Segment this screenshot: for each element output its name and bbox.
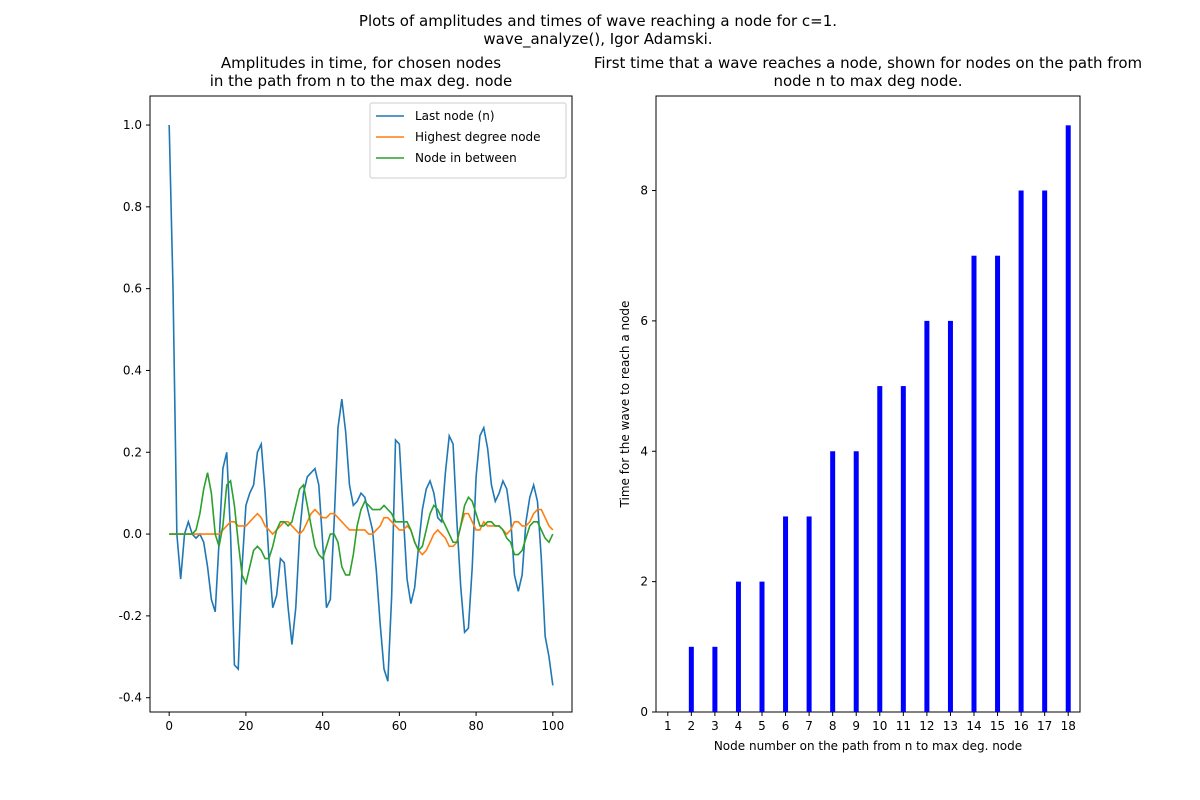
y-tick-label: 0.6 bbox=[123, 282, 142, 296]
bar bbox=[688, 646, 694, 712]
x-tick-label: 7 bbox=[805, 719, 813, 733]
axes-frame bbox=[149, 95, 573, 713]
series-line bbox=[168, 125, 554, 686]
legend-label: Node in between bbox=[415, 151, 517, 165]
legend-box bbox=[369, 102, 567, 179]
x-tick-label: 15 bbox=[990, 719, 1005, 733]
axes-title: node n to max deg node. bbox=[774, 72, 963, 90]
bar bbox=[853, 451, 859, 712]
x-tick-label: 60 bbox=[392, 719, 407, 733]
y-tick-label: 8 bbox=[640, 184, 648, 198]
x-tick-label: 11 bbox=[896, 719, 911, 733]
figure-title: wave_analyze(), Igor Adamski. bbox=[483, 30, 712, 49]
y-tick-label: 1.0 bbox=[123, 118, 142, 132]
x-tick-label: 5 bbox=[758, 719, 766, 733]
y-tick-label: 0.2 bbox=[123, 445, 142, 459]
legend-label: Highest degree node bbox=[415, 130, 541, 144]
bar bbox=[712, 646, 718, 712]
bar bbox=[1042, 190, 1048, 712]
x-tick-label: 100 bbox=[541, 719, 564, 733]
bar bbox=[735, 581, 741, 712]
x-tick-label: 13 bbox=[943, 719, 958, 733]
bar bbox=[877, 386, 883, 712]
series-line bbox=[169, 472, 554, 586]
y-tick-label: 0.8 bbox=[123, 200, 142, 214]
y-tick-label: 0 bbox=[640, 705, 648, 719]
x-tick-label: 20 bbox=[238, 719, 253, 733]
x-tick-label: 0 bbox=[165, 719, 173, 733]
x-axis-label: Node number on the path from n to max de… bbox=[714, 739, 1022, 753]
bar bbox=[830, 451, 836, 712]
x-tick-label: 14 bbox=[966, 719, 981, 733]
figure-title: Plots of amplitudes and times of wave re… bbox=[359, 12, 837, 30]
axes-title: in the path from n to the max deg. node bbox=[210, 72, 513, 90]
x-tick-label: 8 bbox=[829, 719, 837, 733]
bar bbox=[806, 516, 812, 712]
x-tick-label: 2 bbox=[688, 719, 696, 733]
bar bbox=[947, 320, 953, 712]
y-tick-label: 6 bbox=[640, 314, 648, 328]
bar bbox=[1018, 190, 1024, 712]
y-tick-label: 2 bbox=[640, 575, 648, 589]
x-tick-label: 9 bbox=[852, 719, 860, 733]
x-tick-label: 12 bbox=[919, 719, 934, 733]
bar bbox=[759, 581, 765, 712]
bar bbox=[900, 386, 906, 712]
x-tick-label: 18 bbox=[1061, 719, 1076, 733]
axes-title: Amplitudes in time, for chosen nodes bbox=[221, 54, 501, 72]
x-tick-label: 80 bbox=[468, 719, 483, 733]
x-tick-label: 4 bbox=[735, 719, 743, 733]
y-tick-label: 0.0 bbox=[123, 527, 142, 541]
x-tick-label: 6 bbox=[782, 719, 790, 733]
series-line bbox=[169, 508, 554, 556]
x-tick-label: 10 bbox=[872, 719, 887, 733]
x-tick-label: 3 bbox=[711, 719, 719, 733]
y-tick-label: 4 bbox=[640, 444, 648, 458]
x-tick-label: 17 bbox=[1037, 719, 1052, 733]
x-tick-label: 16 bbox=[1013, 719, 1028, 733]
bar bbox=[924, 320, 930, 712]
bar bbox=[1065, 125, 1071, 713]
x-tick-label: 1 bbox=[664, 719, 672, 733]
y-tick-label: -0.4 bbox=[119, 691, 142, 705]
y-tick-label: -0.2 bbox=[119, 609, 142, 623]
y-axis-label: Time for the wave to reach a node bbox=[618, 301, 632, 509]
bar bbox=[783, 516, 789, 712]
axes-title: First time that a wave reaches a node, s… bbox=[594, 54, 1142, 72]
legend-label: Last node (n) bbox=[415, 109, 495, 123]
bar bbox=[995, 255, 1001, 712]
axes-frame bbox=[655, 95, 1081, 713]
y-tick-label: 0.4 bbox=[123, 363, 142, 377]
bar bbox=[971, 255, 977, 712]
x-tick-label: 40 bbox=[315, 719, 330, 733]
